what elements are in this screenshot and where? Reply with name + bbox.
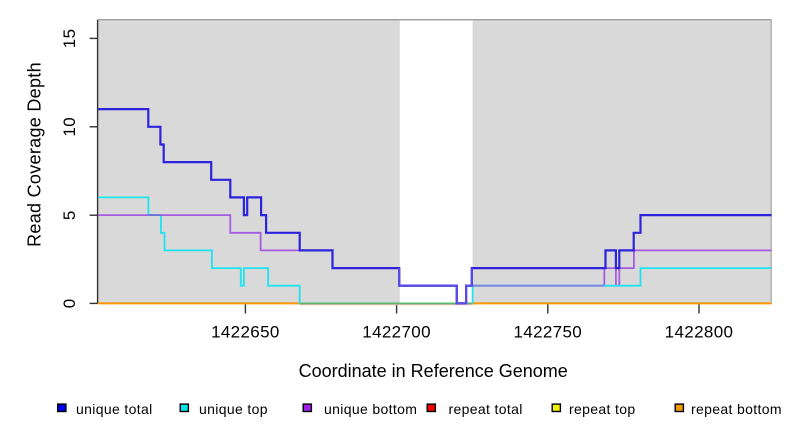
svg-text:1422750: 1422750	[513, 323, 582, 342]
svg-text:repeat top: repeat top	[569, 401, 636, 417]
svg-text:0: 0	[60, 298, 79, 308]
svg-text:Coordinate in Reference Genome: Coordinate in Reference Genome	[299, 361, 568, 381]
svg-text:Read Coverage Depth: Read Coverage Depth	[24, 62, 44, 247]
svg-text:unique top: unique top	[199, 401, 268, 417]
svg-text:unique bottom: unique bottom	[324, 401, 417, 417]
svg-text:repeat bottom: repeat bottom	[691, 401, 782, 417]
svg-text:1422800: 1422800	[665, 323, 734, 342]
svg-text:15: 15	[60, 29, 79, 49]
svg-text:unique total: unique total	[76, 401, 153, 417]
svg-text:1422700: 1422700	[362, 323, 431, 342]
svg-text:5: 5	[60, 210, 79, 220]
svg-text:repeat total: repeat total	[449, 401, 523, 417]
svg-text:1422650: 1422650	[211, 323, 280, 342]
svg-text:10: 10	[60, 117, 79, 137]
